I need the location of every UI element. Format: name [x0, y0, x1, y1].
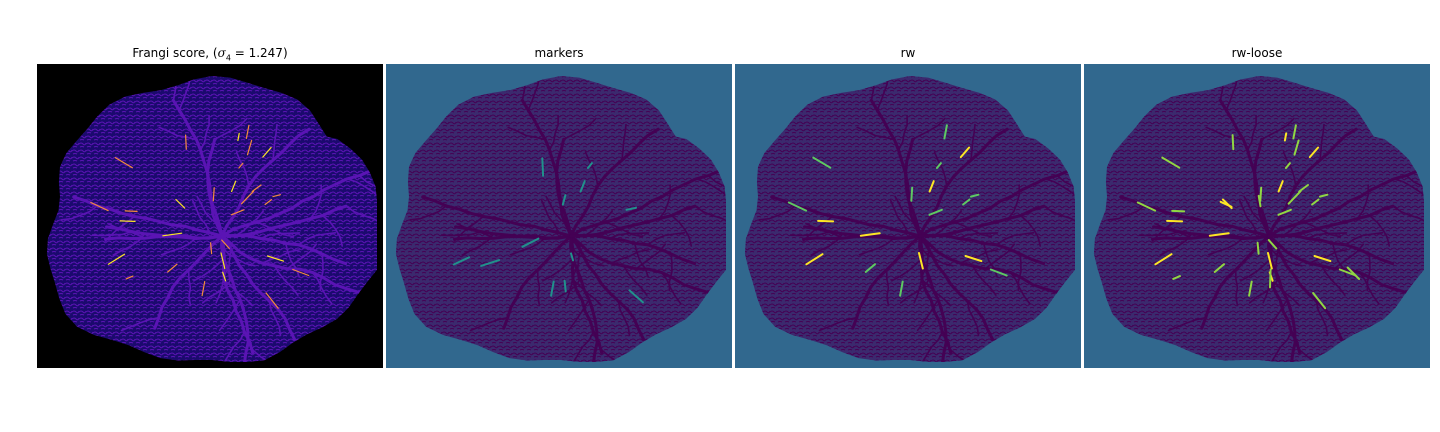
- panel-title-rw-loose: rw-loose: [1084, 46, 1430, 60]
- panel-1-svg: [386, 64, 732, 368]
- panel-2-svg: [735, 64, 1081, 368]
- highlight-segment: [1260, 188, 1261, 201]
- highlight-segment: [120, 221, 135, 222]
- frangi-title-suffix: = 1.247): [231, 46, 288, 60]
- rw-image: [735, 64, 1081, 368]
- highlight-segment: [1258, 243, 1259, 254]
- frangi-title-sigma: σ: [218, 46, 226, 60]
- highlight-segment: [125, 211, 137, 212]
- panel-title-markers: markers: [386, 46, 732, 60]
- highlight-segment: [1167, 221, 1182, 222]
- highlight-segment: [186, 135, 187, 149]
- highlight-segment: [1172, 211, 1184, 212]
- highlight-segment: [542, 158, 543, 176]
- frangi-title-prefix: Frangi score, (: [132, 46, 217, 60]
- rw-loose-image: [1084, 64, 1430, 368]
- highlight-segment: [1233, 135, 1234, 149]
- panel-0-svg: [37, 64, 383, 368]
- markers-image: [386, 64, 732, 368]
- frangi-score-image: [37, 64, 383, 368]
- panel-3-svg: [1084, 64, 1430, 368]
- highlight-segment: [565, 281, 566, 292]
- highlight-segment: [818, 221, 833, 222]
- panel-title-frangi: Frangi score, (σ4 = 1.247): [37, 46, 383, 62]
- highlight-segment: [911, 188, 912, 201]
- highlight-segment: [1285, 133, 1286, 140]
- highlight-segment: [1270, 270, 1271, 288]
- panel-title-rw: rw: [735, 46, 1081, 60]
